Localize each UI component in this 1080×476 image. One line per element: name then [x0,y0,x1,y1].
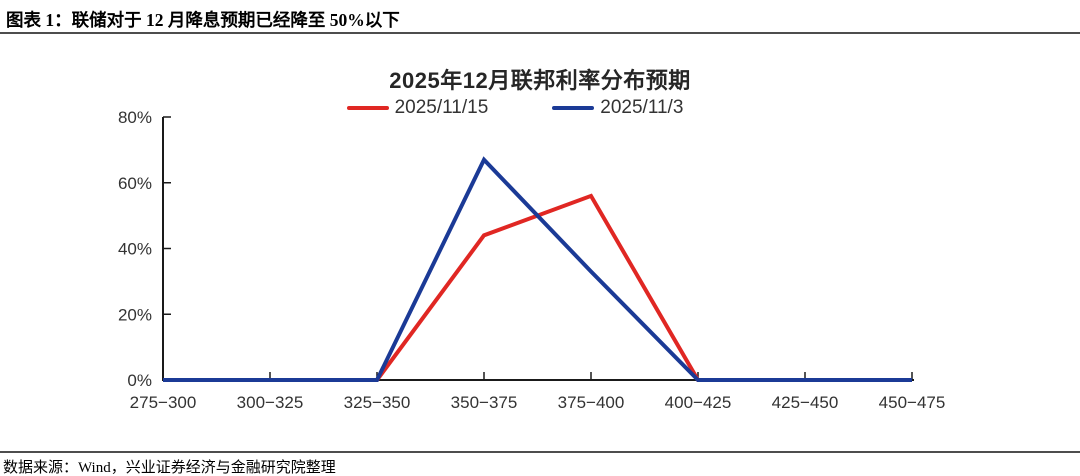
x-tick-label: 425−450 [772,393,839,412]
series-line-1 [163,156,912,382]
legend-label-series-1: 2025/11/15 [394,97,489,118]
blue-line-swatch-icon [552,106,595,110]
y-tick-label: 20% [118,305,152,324]
x-tick-label: 400−425 [665,393,732,412]
data-source-note: 数据来源：Wind，兴业证券经济与金融研究院整理 [3,460,336,476]
header-divider [0,32,1080,34]
x-tick-label: 350−375 [451,393,518,412]
footer-divider [0,451,1080,453]
x-tick-label: 375−400 [558,393,625,412]
x-tick-label: 325−350 [344,393,411,412]
figure-title: 图表 1：联储对于 12 月降息预期已经降至 50%以下 [6,10,400,30]
x-tick-label: 450−475 [879,393,946,412]
legend-label-series-2: 2025/11/3 [600,97,684,118]
series-line-0 [163,193,912,382]
y-tick-label: 80% [118,108,152,127]
chart-title: 2025年12月联邦利率分布预期 [389,68,691,93]
legend-item-series-2: 2025/11/3 [552,97,683,119]
red-line-swatch-icon [346,106,389,110]
y-tick-label: 0% [127,371,152,390]
chart-legend: 2025/11/15 2025/11/3 [0,97,1030,119]
legend-item-series-1: 2025/11/15 [346,97,489,119]
y-tick-label: 40% [118,240,152,259]
x-tick-label: 275−300 [130,393,197,412]
y-tick-label: 60% [118,174,152,193]
x-tick-label: 300−325 [237,393,304,412]
